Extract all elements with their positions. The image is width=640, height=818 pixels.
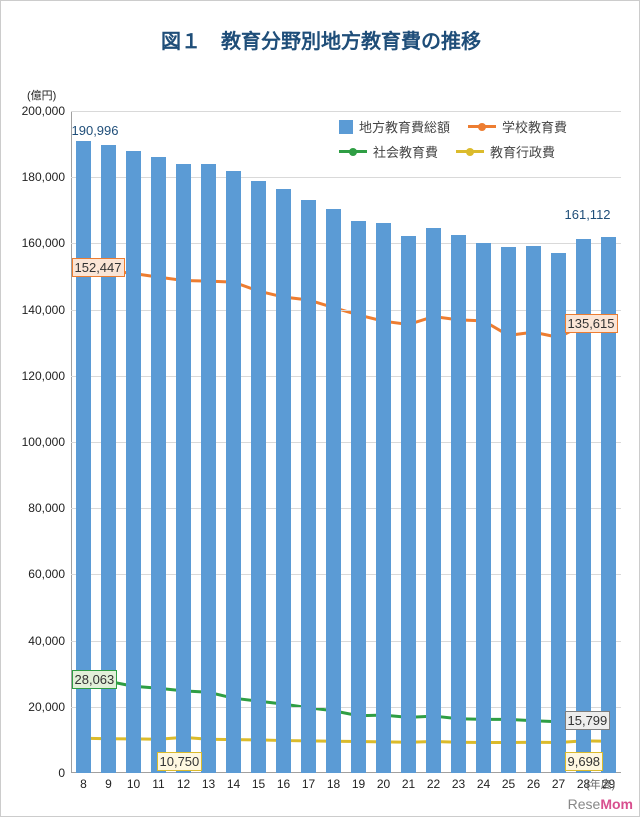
x-tick-label: 14 [227, 773, 240, 791]
x-tick-label: 25 [502, 773, 515, 791]
x-tick-label: 24 [477, 773, 490, 791]
bar [376, 223, 392, 773]
x-tick-label: 17 [302, 773, 315, 791]
x-tick-label: 9 [105, 773, 112, 791]
x-tick-label: 16 [277, 773, 290, 791]
data-callout: 135,615 [565, 314, 618, 333]
y-axis-unit-label: (億円) [27, 87, 56, 103]
bar [251, 181, 267, 773]
legend-label: 地方教育費総額 [359, 117, 450, 136]
data-callout: 10,750 [157, 752, 203, 771]
chart-figure: 図１ 教育分野別地方教育費の推移 (億円) 020,00040,00060,00… [1, 1, 640, 818]
data-callout: 15,799 [565, 711, 611, 730]
data-callout: 161,112 [565, 207, 611, 222]
legend-label: 教育行政費 [490, 142, 555, 161]
bar [301, 200, 317, 773]
watermark-accent: Mom [600, 796, 633, 812]
y-tick-label: 20,000 [28, 700, 71, 714]
y-tick-label: 40,000 [28, 634, 71, 648]
bar [126, 151, 142, 773]
x-tick-label: 27 [552, 773, 565, 791]
bar [351, 221, 367, 773]
plot-area: 020,00040,00060,00080,000100,000120,0001… [71, 111, 621, 773]
bar [451, 235, 467, 773]
watermark-plain: Rese [568, 796, 601, 812]
bar [276, 189, 292, 773]
x-tick-label: 26 [527, 773, 540, 791]
x-tick-label: 22 [427, 773, 440, 791]
x-tick-label: 20 [377, 773, 390, 791]
bar [426, 228, 442, 773]
x-tick-label: 10 [127, 773, 140, 791]
bar [226, 171, 242, 773]
y-tick-label: 160,000 [22, 236, 71, 250]
x-tick-label: 11 [152, 773, 164, 791]
x-tick-label: 8 [80, 773, 87, 791]
x-axis-title: (年度) [586, 776, 615, 792]
watermark: ReseMom [568, 796, 633, 812]
x-tick-label: 12 [177, 773, 190, 791]
data-callout: 190,996 [72, 123, 119, 138]
bar [201, 164, 217, 773]
bar [501, 247, 517, 773]
y-tick-label: 140,000 [22, 303, 71, 317]
legend-line-swatch [456, 150, 484, 153]
x-tick-label: 15 [252, 773, 265, 791]
y-tick-label: 60,000 [28, 567, 71, 581]
y-tick-label: 120,000 [22, 369, 71, 383]
bar [151, 157, 167, 773]
legend-label: 社会教育費 [373, 142, 438, 161]
data-callout: 9,698 [565, 752, 604, 771]
bar [326, 209, 342, 773]
legend-label: 学校教育費 [502, 117, 567, 136]
y-tick-label: 180,000 [22, 170, 71, 184]
bar [401, 236, 417, 773]
x-tick-label: 18 [327, 773, 340, 791]
legend-item: 地方教育費総額 [339, 117, 450, 136]
legend-item: 教育行政費 [456, 142, 555, 161]
legend-item: 社会教育費 [339, 142, 438, 161]
data-callout: 28,063 [72, 670, 118, 689]
chart-title: 図１ 教育分野別地方教育費の推移 [1, 25, 640, 54]
x-tick-label: 13 [202, 773, 215, 791]
y-tick-label: 200,000 [22, 104, 71, 118]
y-tick-label: 0 [58, 766, 71, 780]
chart-legend: 地方教育費総額 学校教育費社会教育費 教育行政費 [339, 117, 619, 161]
bar [176, 164, 192, 773]
y-tick-label: 100,000 [22, 435, 71, 449]
legend-line-swatch [468, 125, 496, 128]
x-tick-label: 21 [402, 773, 415, 791]
y-tick-label: 80,000 [28, 501, 71, 515]
gridline [71, 111, 621, 112]
bar [476, 243, 492, 773]
data-callout: 152,447 [72, 258, 125, 277]
legend-item: 学校教育費 [468, 117, 567, 136]
x-tick-label: 19 [352, 773, 365, 791]
legend-line-swatch [339, 150, 367, 153]
bar [526, 246, 542, 773]
legend-bar-swatch [339, 120, 353, 134]
x-tick-label: 23 [452, 773, 465, 791]
